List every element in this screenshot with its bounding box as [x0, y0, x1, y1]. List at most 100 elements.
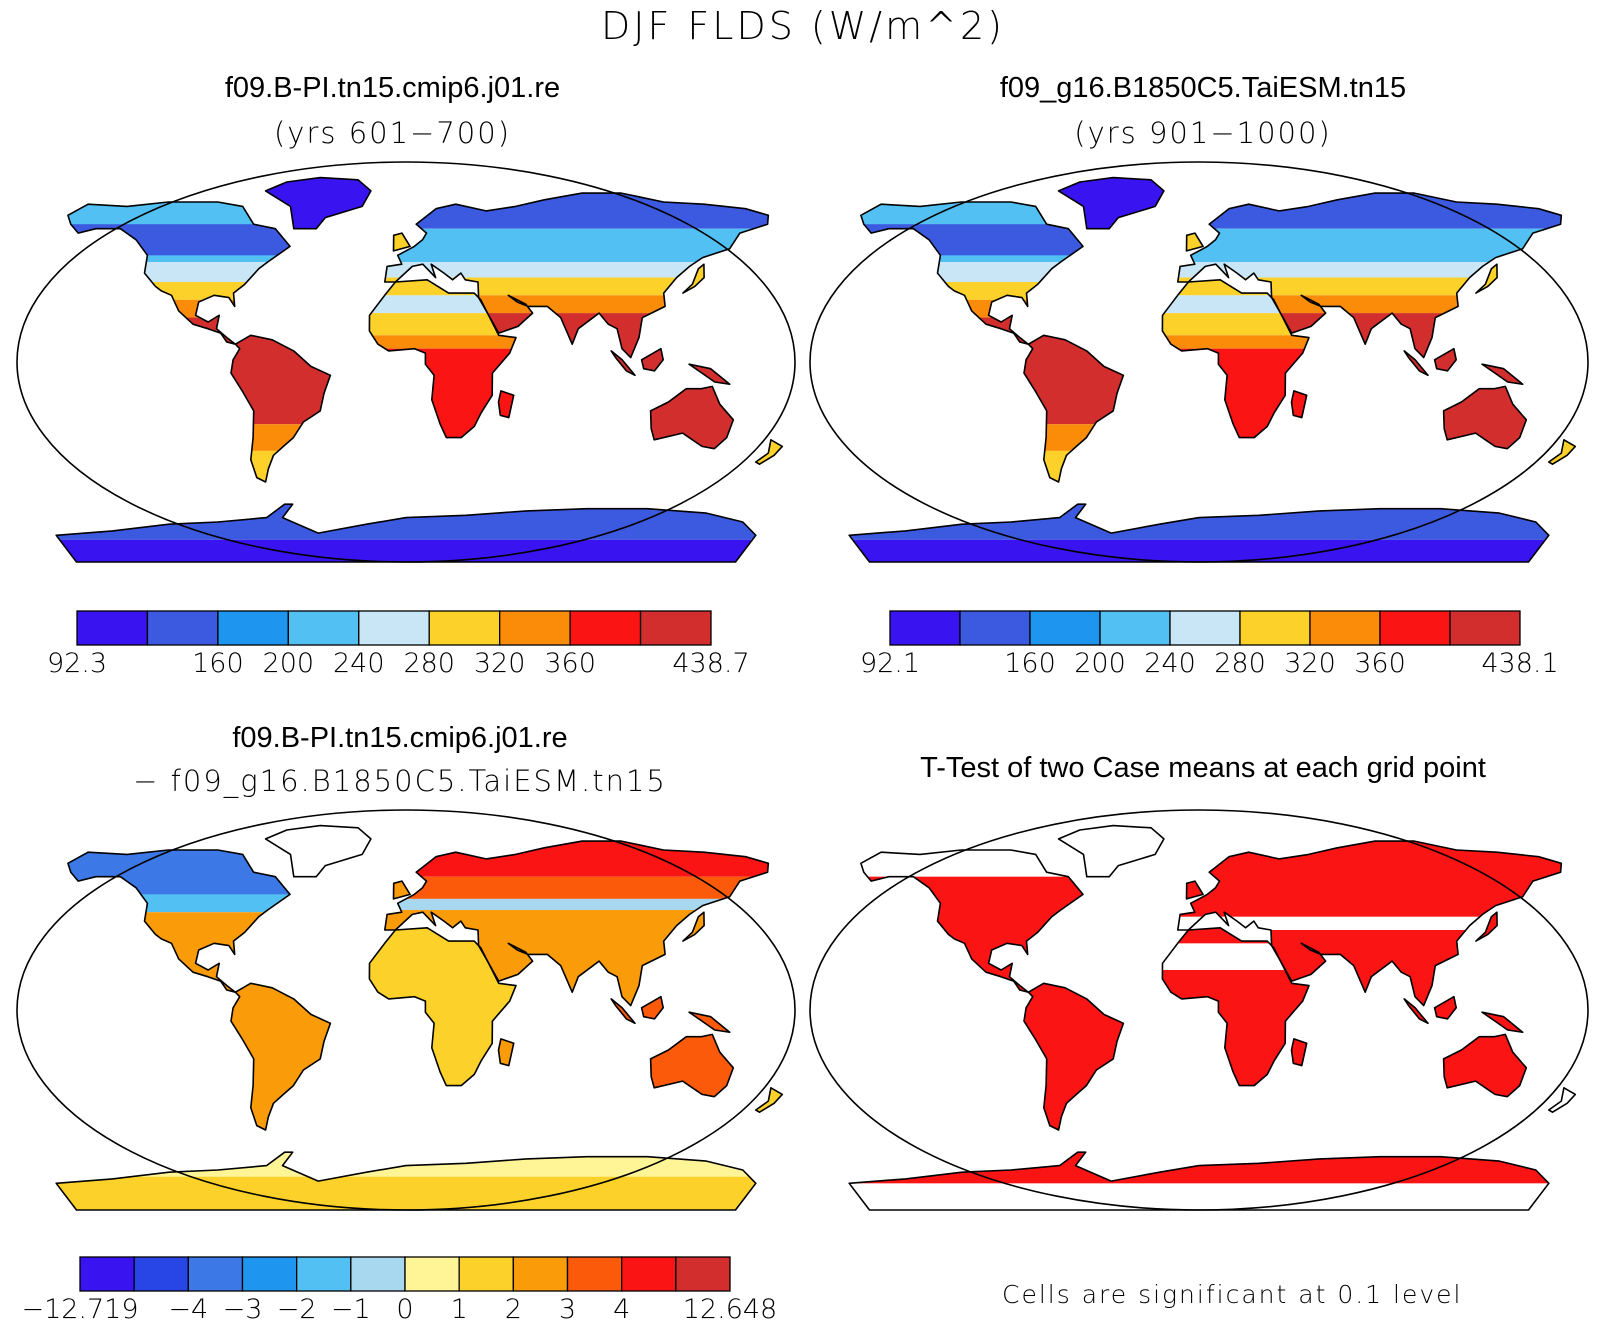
panel2-map [809, 161, 1589, 563]
coastline-uk [1185, 880, 1204, 900]
coastline-borneo [1433, 995, 1457, 1020]
field-band [849, 539, 1549, 562]
coastline-namerica [67, 849, 291, 993]
coastline-newguinea [688, 1011, 731, 1033]
coastline-newguinea [1481, 1011, 1524, 1033]
coastline-sumatra [1403, 350, 1429, 377]
colorbar-box [1379, 610, 1451, 646]
coastline-eurasia [384, 840, 770, 1007]
coastline-samerica [1023, 982, 1125, 1131]
colorbar-box [675, 1256, 731, 1292]
coastline-australia [1442, 385, 1528, 450]
colorbar-box [1239, 610, 1311, 646]
colorbar-tick-label: 240 [1144, 648, 1196, 679]
colorbar-box [428, 610, 501, 646]
coastline-japan [1475, 263, 1498, 294]
colorbar-box [133, 1256, 189, 1292]
field-band [369, 313, 516, 336]
colorbar-tick-label: 92.1 [859, 648, 921, 679]
colorbar-tick-label: 1 [450, 1294, 468, 1325]
field-band [384, 262, 769, 278]
field-band [1162, 313, 1309, 336]
coastline-madagascar [497, 390, 515, 419]
colorbar-box [621, 1256, 677, 1292]
colorbar-tick-label: 200 [1074, 648, 1126, 679]
colorbar-tick-label: 200 [262, 648, 315, 679]
panel2-subtitle: (yrs 901−1000) [1074, 116, 1332, 150]
coastline-sumatra [610, 998, 636, 1025]
colorbar-box [959, 610, 1031, 646]
coastline-japan [1475, 911, 1498, 942]
colorbar-box [1309, 610, 1381, 646]
field-band [384, 876, 769, 899]
panel3-colorbar [79, 1256, 731, 1292]
coastline-samerica [230, 982, 332, 1131]
coastline-borneo [640, 995, 664, 1020]
panel2-title: f09_g16.B1850C5.TaiESM.tn15 [999, 72, 1407, 104]
colorbar-box [358, 610, 430, 646]
colorbar-tick-label: 160 [192, 648, 244, 679]
significant-japan [1475, 912, 1498, 942]
coastline-africa [368, 927, 517, 1087]
significant-australia [1443, 1034, 1527, 1097]
colorbar-tick-label: 2 [504, 1294, 522, 1325]
colorbar-tick-label: 4 [613, 1294, 631, 1325]
coastline-australia [649, 1033, 735, 1098]
land-australia [650, 1034, 734, 1097]
significant-uk [1186, 881, 1204, 899]
field-band [369, 335, 516, 349]
coastline-greenland [1057, 824, 1165, 878]
colorbar-box [146, 610, 219, 646]
map-border [16, 809, 796, 1211]
colorbar-box [79, 1256, 135, 1292]
colorbar-box [499, 610, 571, 646]
coastline-eurasia [1177, 192, 1563, 359]
coastline-uk [1185, 232, 1204, 252]
coastline-uk [392, 232, 411, 252]
colorbar-tick-label: 240 [332, 648, 385, 679]
colorbar-tick-label: −2 [276, 1294, 317, 1325]
colorbar-tick-label: 360 [1354, 648, 1406, 679]
colorbar-tick-label: 320 [473, 648, 526, 679]
coastline-greenland [264, 824, 372, 878]
colorbar-tick-label: 438.7 [672, 648, 750, 679]
field-band [1177, 262, 1562, 278]
coastline-madagascar [1290, 390, 1308, 419]
coastline-greenland [1057, 176, 1165, 230]
land-uk [393, 881, 411, 899]
coastline-africa [1161, 279, 1310, 439]
significant-samerica [1024, 983, 1124, 1130]
colorbar-tick-label: −3 [222, 1294, 263, 1325]
coastline-antarctica [55, 503, 757, 563]
land-borneo [641, 348, 664, 371]
panel1-colorbar [76, 610, 712, 646]
significant-namerica [860, 850, 1083, 993]
coastline-uk [392, 880, 411, 900]
coastline-japan [682, 263, 705, 294]
coastline-borneo [1433, 347, 1457, 372]
coastline-antarctica [848, 1151, 1550, 1211]
field-band [56, 1176, 756, 1210]
colorbar-tick-label: 360 [544, 648, 596, 679]
coastline-madagascar [497, 1038, 515, 1067]
coastline-nz [755, 1087, 784, 1113]
field-band [56, 539, 756, 562]
field-band [1177, 916, 1562, 930]
coastline-nz [1548, 439, 1577, 465]
coastline-namerica [860, 201, 1084, 345]
colorbar-box [241, 1256, 298, 1292]
colorbar-tick-label: −4 [168, 1294, 209, 1325]
land-uk [393, 233, 411, 251]
colorbar-box [187, 1256, 244, 1292]
coastline-eurasia [384, 192, 770, 359]
coastline-namerica [860, 849, 1084, 993]
colorbar-tick-label: 92.3 [46, 648, 108, 679]
coastline-borneo [640, 347, 664, 372]
panel3-title: f09.B-PI.tn15.cmip6.j01.re [232, 722, 568, 754]
significant-borneo [1434, 996, 1457, 1019]
colorbar-tick-label: 0 [396, 1294, 414, 1325]
coastline-eurasia [1177, 840, 1563, 1007]
land-africa [369, 927, 516, 1086]
coastline-africa [1161, 927, 1310, 1087]
colorbar-tick-label: 438.1 [1481, 648, 1559, 679]
